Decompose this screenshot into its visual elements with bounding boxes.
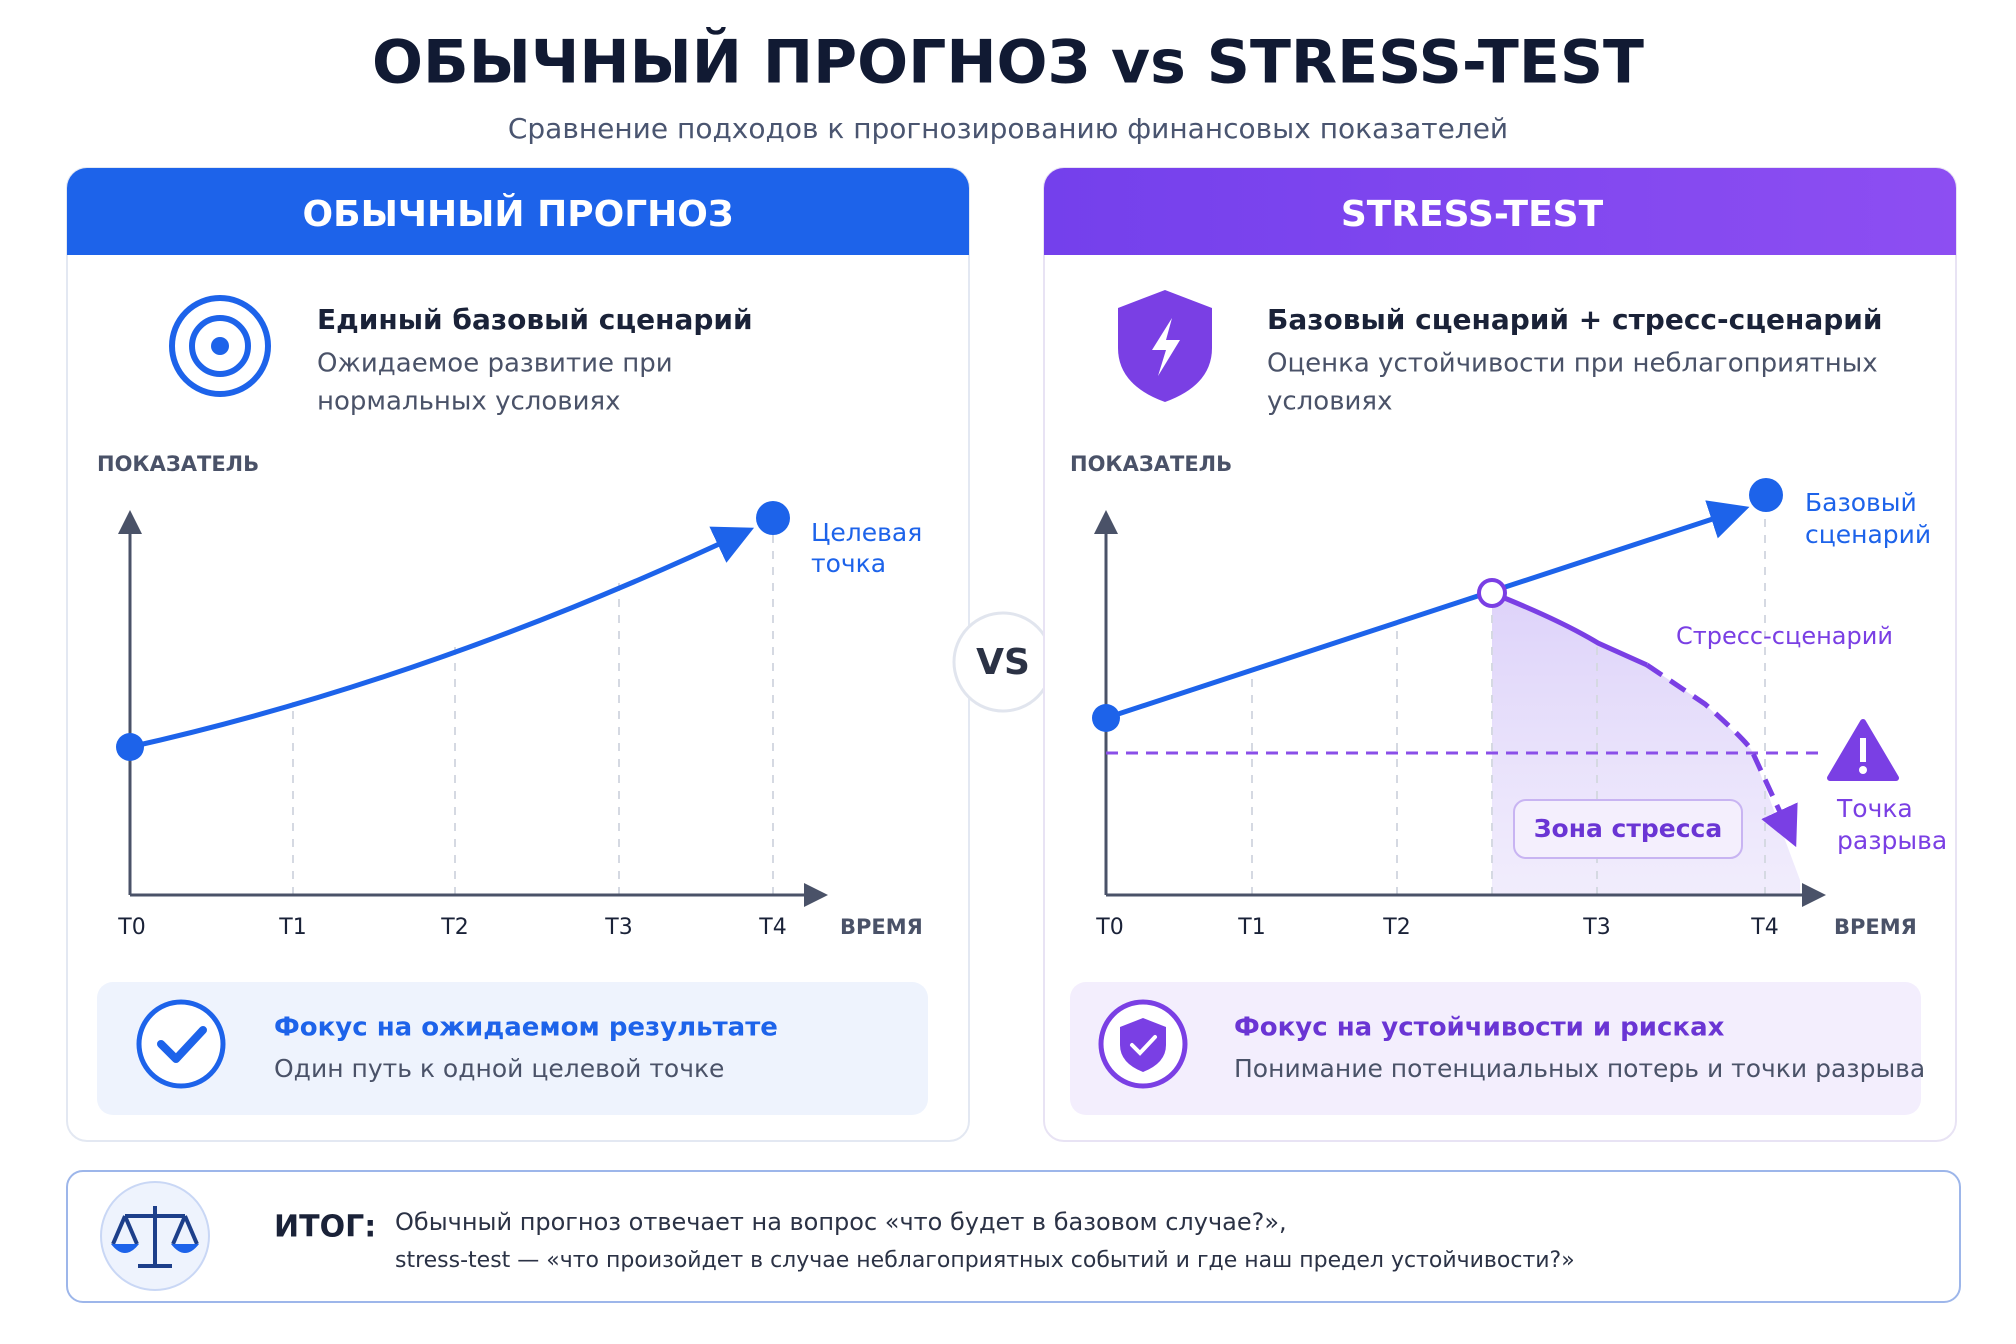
x-tick-label: T4 [758,915,786,940]
target-label: точка [811,549,886,578]
base-label: сценарий [1805,520,1931,549]
panel-right: STRESS-TEST Базовый сценарий + стресс-сц… [1043,167,1957,1142]
title: ОБЫЧНЫЙ ПРОГНОЗ vs STRESS-TEST [372,26,1644,98]
description: условиях [1267,387,1392,417]
heading: Единый базовый сценарий [317,303,753,336]
x-axis-label: ВРЕМЯ [1834,915,1917,939]
subtitle: Сравнение подходов к прогнозированию фин… [508,112,1508,145]
vs-label: VS [976,642,1030,683]
y-axis-label: ПОКАЗАТЕЛЬ [97,452,259,476]
summary-line: Обычный прогноз отвечает на вопрос «что … [395,1208,1287,1236]
x-tick-label: T3 [1582,915,1610,940]
focus-title: Фокус на устойчивости и рисках [1234,1013,1725,1043]
break-label: разрыва [1837,826,1947,855]
x-tick-label: T0 [117,915,145,940]
summary-line: stress-test — «что произойдет в случае н… [395,1248,1575,1273]
description: Ожидаемое развитие при [317,349,673,379]
base-label: Базовый [1805,488,1917,517]
zone-label: Зона стресса [1534,814,1722,843]
panel-title: STRESS-TEST [1341,194,1604,235]
x-tick-label: T3 [604,915,632,940]
focus-text: Понимание потенциальных потерь и точки р… [1234,1054,1925,1083]
heading: Базовый сценарий + стресс-сценарий [1267,303,1883,336]
focus-title: Фокус на ожидаемом результате [274,1013,778,1043]
focus-text: Один путь к одной целевой точке [274,1054,724,1083]
description: Оценка устойчивости при неблагоприятных [1267,349,1878,379]
panel-left: ОБЫЧНЫЙ ПРОГНОЗ Единый базовый сценарий … [66,167,970,1142]
target-label: Целевая [811,518,922,547]
stress-label: Стресс-сценарий [1676,622,1893,650]
panel-title: ОБЫЧНЫЙ ПРОГНОЗ [303,193,734,235]
x-tick-label: T1 [1237,915,1265,940]
x-tick-label: T0 [1095,915,1123,940]
summary: ИТОГ: Обычный прогноз отвечает на вопрос… [66,1170,1961,1303]
x-axis-label: ВРЕМЯ [840,915,923,939]
description: нормальных условиях [317,387,621,417]
x-tick-label: T4 [1750,915,1778,940]
x-tick-label: T2 [1382,915,1410,940]
x-tick-label: T2 [440,915,468,940]
y-axis-label: ПОКАЗАТЕЛЬ [1070,452,1232,476]
x-tick-label: T1 [278,915,306,940]
break-label: Точка [1836,794,1913,823]
summary-label: ИТОГ: [274,1210,376,1245]
